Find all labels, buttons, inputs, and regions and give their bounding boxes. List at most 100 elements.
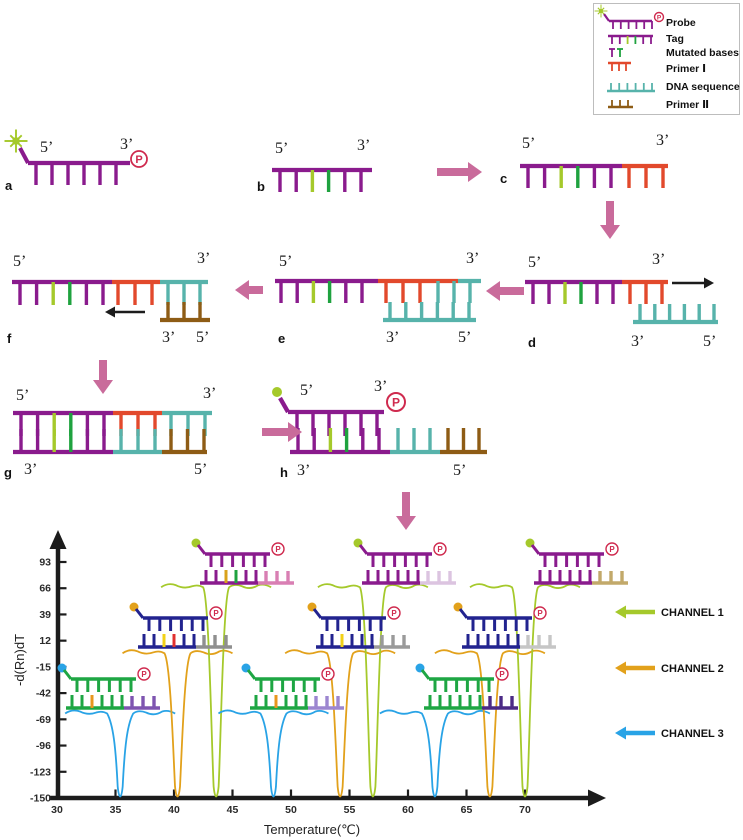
- svg-text:P: P: [325, 670, 331, 679]
- melt-curves: [64, 583, 581, 798]
- five-prime-label: 5’: [522, 135, 535, 152]
- three-prime-label: 3’: [386, 329, 399, 346]
- five-prime-label: 5’: [528, 254, 541, 271]
- legend-label-primer-1: Primer Ⅰ: [666, 63, 706, 75]
- probe-schematic-ch2-tm67: [453, 602, 556, 649]
- svg-text:P: P: [499, 670, 505, 679]
- arrow-c-to-d: [600, 201, 620, 239]
- probe-schematic-phosphate-icon: P: [321, 667, 335, 681]
- panel-label-h: h: [280, 465, 288, 480]
- melt-curve-ch3-tm35.4: [64, 709, 176, 798]
- y-axis-title: -d(Rn)dT: [12, 634, 27, 686]
- three-prime-label: 3’: [120, 136, 133, 153]
- legend-tag-icon: [608, 34, 653, 44]
- svg-text:P: P: [141, 670, 147, 679]
- panel-label-g: g: [4, 465, 12, 480]
- step-d-top-strand: [525, 279, 668, 304]
- arrow-e-to-f: [235, 280, 263, 300]
- y-tick-label: -96: [36, 740, 51, 752]
- step-e-dna-strand: [383, 302, 476, 323]
- step-h-phosphate-icon: P: [386, 392, 406, 412]
- five-prime-label: 5’: [194, 461, 207, 478]
- melt-curve-ch1-tm70: [469, 583, 581, 798]
- y-tick-label: -69: [36, 714, 51, 726]
- svg-text:P: P: [437, 545, 443, 554]
- melt-curve-ch2-tm54.2: [284, 649, 396, 798]
- legend-icons: [603, 13, 610, 22]
- y-tick-label: -123: [30, 766, 51, 778]
- legend-primer-1-icon: [608, 61, 631, 71]
- step-b-tag-strand: [272, 167, 372, 192]
- svg-text:P: P: [213, 609, 219, 618]
- legend-label-primer-2: Primer Ⅱ: [666, 99, 709, 111]
- arrow-f-to-g: [93, 360, 113, 394]
- legend-probe-phosphate-icon: P: [653, 11, 665, 23]
- legend-probe-star-icon: [594, 4, 608, 18]
- channel-2-label: CHANNEL 2: [661, 663, 724, 675]
- step-d-dna-strand: [633, 304, 718, 325]
- legend-label-tag: Tag: [666, 33, 684, 45]
- probe-schematic-ch2-tm54.2: [307, 602, 410, 649]
- y-tick-label: -15: [36, 661, 51, 673]
- three-prime-label: 3’: [357, 137, 370, 154]
- three-prime-label: 3’: [203, 385, 216, 402]
- probe-schematic-phosphate-icon: P: [137, 667, 151, 681]
- y-tick-label: 66: [39, 583, 51, 595]
- panel-label-f: f: [7, 331, 12, 346]
- y-tick-label: -42: [36, 688, 51, 700]
- five-prime-label: 5’: [13, 253, 26, 270]
- step-f-primer2-strand: [160, 302, 210, 323]
- probe-schematic-ch3-tm48.5: [241, 663, 344, 710]
- channel-1-label: CHANNEL 1: [661, 607, 724, 619]
- svg-text:P: P: [391, 609, 397, 618]
- five-prime-label: 5’: [40, 139, 53, 156]
- probe-schematic-phosphate-icon: P: [495, 667, 509, 681]
- y-tick-label: -150: [30, 793, 51, 805]
- x-tick-label: 60: [402, 804, 414, 816]
- probe-schematic-phosphate-icon: P: [533, 606, 547, 620]
- five-prime-label: 5’: [300, 382, 313, 399]
- step-h-fluorophore-dot-icon: [272, 387, 282, 397]
- three-prime-label: 3’: [466, 250, 479, 267]
- legend-dna-sequence-icon: [607, 83, 655, 93]
- step-e-top-strand: [275, 278, 481, 303]
- x-tick-label: 55: [344, 804, 356, 816]
- panel-label-e: e: [278, 331, 285, 346]
- x-tick-label: 70: [519, 804, 531, 816]
- three-prime-label: 3’: [631, 333, 644, 350]
- arrow-g-to-h: [262, 422, 302, 442]
- three-prime-label: 3’: [656, 132, 669, 149]
- legend-label-mutated-bases: Mutated bases: [666, 47, 739, 59]
- arrow-b-to-c: [437, 162, 482, 182]
- three-prime-label: 3’: [297, 462, 310, 479]
- panel-label-b: b: [257, 179, 265, 194]
- panel-label-a: a: [5, 178, 13, 193]
- channel-2-arrow: [615, 661, 655, 675]
- diagram-render-root: P P 5’ 3’ 5’ 3’ 5’ 3’ 5’ 3’ 3’ 5’ 5’ 3’ 3’ 5’ 5’ 3’ 3’ 5’ 5’…: [4, 4, 718, 816]
- legend-label-probe: Probe: [666, 17, 696, 29]
- arrow-d-to-e: [486, 281, 524, 301]
- five-prime-label: 5’: [453, 462, 466, 479]
- five-prime-label: 5’: [703, 333, 716, 350]
- step-d-extension-arrow: [672, 277, 714, 289]
- svg-text:P: P: [275, 545, 281, 554]
- x-tick-label: 65: [461, 804, 473, 816]
- legend-probe-icon: [609, 19, 653, 29]
- three-prime-label: 3’: [197, 250, 210, 267]
- svg-text:P: P: [135, 154, 142, 166]
- five-prime-label: 5’: [458, 329, 471, 346]
- channel-3-label: CHANNEL 3: [661, 728, 724, 740]
- panel-label-d: d: [528, 335, 536, 350]
- x-tick-label: 45: [227, 804, 239, 816]
- melt-curve-ch1-tm57: [317, 583, 429, 798]
- legend-label-dna-sequence: DNA sequence: [666, 81, 740, 93]
- five-prime-label: 5’: [275, 140, 288, 157]
- three-prime-label: 3’: [652, 251, 665, 268]
- three-prime-label: 3’: [24, 461, 37, 478]
- arrow-h-to-chart: [396, 492, 416, 530]
- probe-schematic-phosphate-icon: P: [209, 606, 223, 620]
- x-axis-title: Temperature(℃): [264, 822, 360, 837]
